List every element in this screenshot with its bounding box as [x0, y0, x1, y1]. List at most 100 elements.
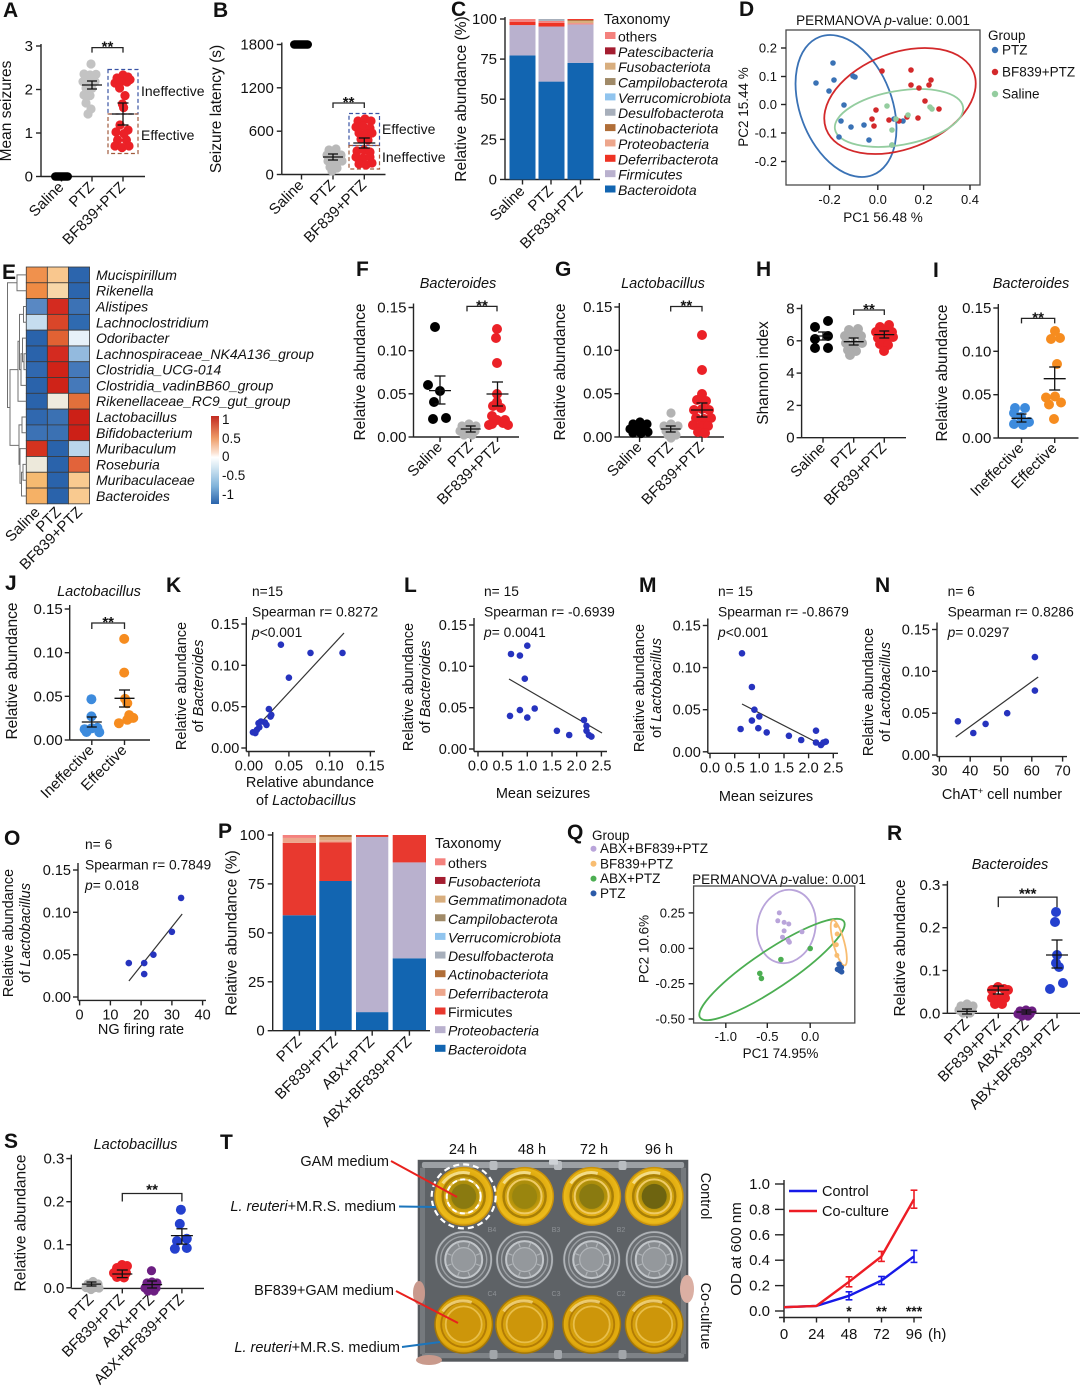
svg-text:NG firing rate: NG firing rate	[98, 1022, 184, 1038]
svg-text:Verrucomicrobiota: Verrucomicrobiota	[618, 90, 731, 106]
svg-text:0.15: 0.15	[211, 617, 239, 633]
svg-text:30: 30	[164, 1007, 180, 1023]
svg-text:0.2: 0.2	[43, 1194, 64, 1211]
svg-text:n= 6: n= 6	[948, 584, 976, 599]
svg-text:0.10: 0.10	[962, 343, 991, 360]
svg-text:of Lactobacillus: of Lactobacillus	[649, 638, 665, 738]
svg-text:-0.5: -0.5	[222, 468, 245, 483]
svg-text:Relative abundance: Relative abundance	[174, 622, 190, 750]
svg-text:of Lactobacillus: of Lactobacillus	[256, 793, 356, 809]
svg-text:0.10: 0.10	[33, 645, 62, 662]
svg-text:3: 3	[25, 38, 33, 55]
svg-text:Mean seizures: Mean seizures	[496, 786, 590, 802]
svg-text:GAM medium: GAM medium	[300, 1154, 389, 1170]
svg-text:Relative abundance: Relative abundance	[1, 869, 17, 997]
svg-text:Actinobacteriota: Actinobacteriota	[447, 967, 549, 983]
svg-text:Fusobacteriota: Fusobacteriota	[448, 873, 541, 889]
svg-text:Relative abundance: Relative abundance	[861, 628, 877, 756]
svg-text:ABX+BF839+PTZ: ABX+BF839+PTZ	[600, 841, 708, 856]
svg-text:0.1: 0.1	[43, 1237, 64, 1254]
svg-text:0.2: 0.2	[920, 920, 941, 937]
svg-text:BF839+GAM medium: BF839+GAM medium	[254, 1283, 394, 1299]
svg-text:0.2: 0.2	[915, 192, 933, 207]
svg-text:C4: C4	[488, 1291, 497, 1298]
svg-text:0.05: 0.05	[43, 948, 71, 964]
svg-text:p= 0.018: p= 0.018	[84, 878, 139, 893]
svg-text:BF839+PTZ: BF839+PTZ	[600, 856, 673, 871]
svg-text:50: 50	[480, 91, 497, 108]
svg-text:Spearman r= -0.8679: Spearman r= -0.8679	[718, 605, 849, 620]
svg-text:R: R	[887, 822, 902, 845]
svg-text:p<0.001: p<0.001	[717, 625, 768, 640]
svg-text:4: 4	[786, 365, 794, 382]
svg-text:Proteobacteria: Proteobacteria	[618, 136, 709, 152]
svg-text:ChAT+ cell number: ChAT+ cell number	[942, 786, 1062, 803]
svg-text:PERMANOVA p-value: 0.001: PERMANOVA p-value: 0.001	[796, 13, 970, 28]
svg-text:Firmicutes: Firmicutes	[618, 167, 683, 183]
svg-text:0.0: 0.0	[468, 759, 488, 775]
svg-text:0: 0	[76, 1007, 84, 1023]
svg-text:Lachnoclostridium: Lachnoclostridium	[96, 314, 209, 330]
svg-text:75: 75	[248, 876, 265, 893]
svg-text:I: I	[933, 259, 939, 282]
svg-text:0: 0	[25, 169, 33, 186]
svg-text:Spearman r= -0.6939: Spearman r= -0.6939	[484, 605, 615, 620]
svg-text:Taxonomy: Taxonomy	[435, 836, 502, 852]
svg-text:0: 0	[786, 430, 794, 447]
svg-text:Verrucomicrobiota: Verrucomicrobiota	[448, 929, 561, 945]
svg-text:0.05: 0.05	[583, 386, 612, 403]
svg-text:-0.2: -0.2	[755, 154, 777, 169]
svg-text:1.0: 1.0	[517, 759, 537, 775]
svg-text:72: 72	[873, 1326, 890, 1343]
svg-text:0.15: 0.15	[439, 618, 467, 634]
svg-text:0.0: 0.0	[749, 1303, 770, 1320]
svg-text:**: **	[102, 614, 114, 631]
svg-text:96 h: 96 h	[645, 1142, 673, 1158]
svg-text:0.10: 0.10	[673, 661, 701, 677]
svg-text:6: 6	[786, 333, 794, 350]
svg-text:24: 24	[808, 1326, 825, 1343]
svg-text:2: 2	[25, 82, 33, 99]
svg-text:70: 70	[1055, 764, 1071, 780]
svg-text:0.5: 0.5	[222, 431, 241, 446]
svg-text:30: 30	[931, 764, 947, 780]
svg-text:C2: C2	[617, 1291, 626, 1298]
svg-text:***: ***	[1019, 885, 1037, 902]
svg-text:75: 75	[480, 51, 497, 68]
svg-text:Control: Control	[822, 1184, 869, 1200]
svg-text:Ineffective: Ineffective	[382, 149, 446, 165]
svg-text:0.1: 0.1	[920, 963, 941, 980]
svg-text:0.15: 0.15	[377, 300, 406, 317]
svg-text:0.15: 0.15	[43, 863, 71, 879]
svg-text:Bacteroides: Bacteroides	[96, 488, 170, 504]
svg-text:p= 0.0041: p= 0.0041	[483, 625, 546, 640]
svg-text:PC1 74.95%: PC1 74.95%	[743, 1046, 819, 1061]
svg-text:100: 100	[472, 11, 497, 28]
svg-text:Relative abundance: Relative abundance	[352, 303, 369, 440]
svg-text:Relative abundance (%): Relative abundance (%)	[224, 850, 241, 1015]
svg-text:Bacteroides: Bacteroides	[420, 276, 497, 292]
svg-text:0.10: 0.10	[377, 343, 406, 360]
svg-text:0.00: 0.00	[962, 430, 991, 447]
svg-text:-0.5: -0.5	[756, 1029, 778, 1044]
svg-text:of Bacteroides: of Bacteroides	[418, 641, 434, 734]
svg-text:B3: B3	[552, 1227, 561, 1234]
svg-text:Actinobacteriota: Actinobacteriota	[617, 121, 719, 137]
svg-text:B2: B2	[617, 1227, 626, 1234]
svg-text:Clostridia_vadinBB60_group: Clostridia_vadinBB60_group	[96, 377, 274, 393]
svg-text:0.25: 0.25	[660, 905, 685, 920]
svg-text:**: **	[102, 39, 114, 56]
svg-text:0: 0	[489, 172, 497, 189]
svg-text:PC2 15.44 %: PC2 15.44 %	[736, 67, 751, 147]
svg-text:600: 600	[249, 123, 274, 140]
svg-text:0.05: 0.05	[377, 386, 406, 403]
svg-text:0.2: 0.2	[759, 41, 777, 56]
svg-text:0.10: 0.10	[439, 659, 467, 675]
svg-text:Relative abundance: Relative abundance	[892, 879, 909, 1016]
svg-text:Mean seizures: Mean seizures	[0, 60, 15, 161]
svg-text:Muribaculum: Muribaculum	[96, 441, 176, 457]
svg-text:0.00: 0.00	[439, 742, 467, 758]
svg-text:0.00: 0.00	[377, 429, 406, 446]
svg-text:S: S	[4, 1130, 18, 1153]
svg-text:Q: Q	[567, 821, 583, 844]
